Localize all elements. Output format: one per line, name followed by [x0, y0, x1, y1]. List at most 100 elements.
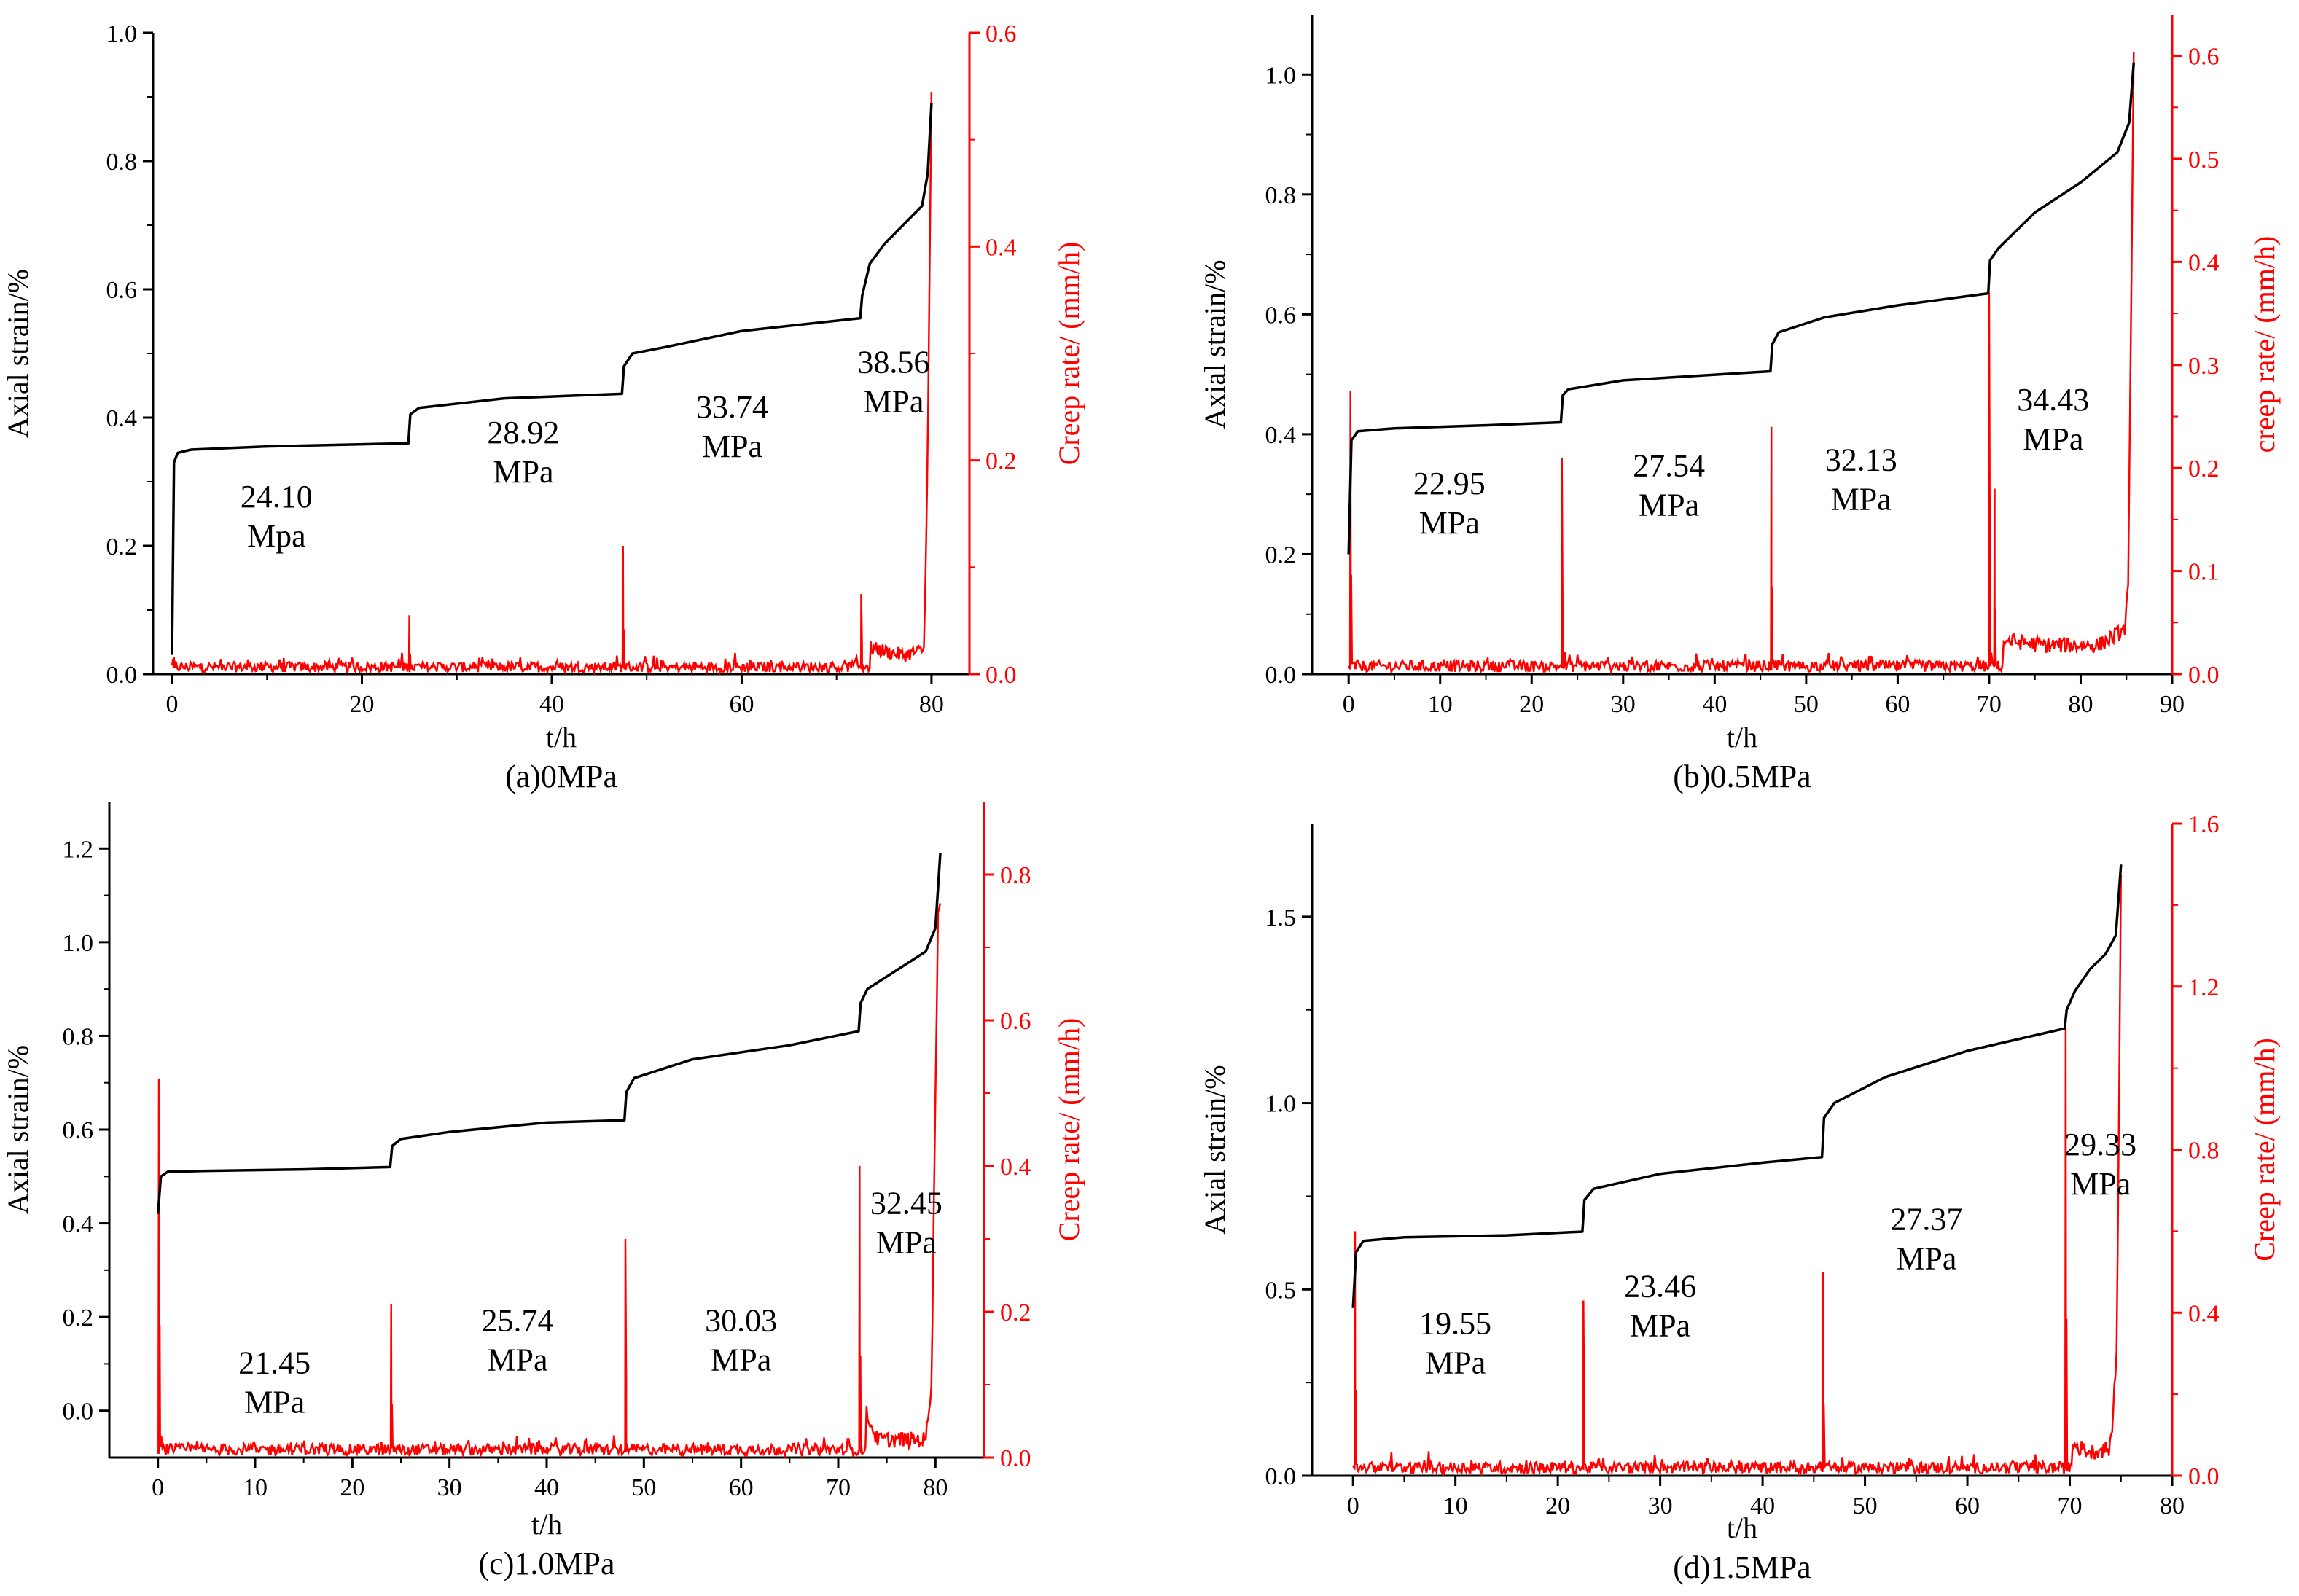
panel-a-y-axis-title: Axial strain/% [1, 269, 34, 438]
panel-c-x-tick-label: 20 [340, 1474, 364, 1501]
panel-c-stress-annotation: MPa [876, 1225, 937, 1261]
panel-a-y-tick-label: 0.2 [106, 533, 138, 560]
panel-c-stress-annotation: 21.45 [238, 1345, 311, 1380]
panel-a-stress-annotation: Mpa [247, 518, 306, 554]
panel-c-stress-annotation: MPa [711, 1342, 771, 1377]
panel-a-y-tick-label: 0.0 [106, 662, 138, 689]
panel-b-y-tick-label: 0.2 [1265, 541, 1297, 568]
panel-d-stress-annotation: 27.37 [1890, 1201, 1962, 1237]
panel-c-y2-tick-label: 0.2 [1000, 1299, 1031, 1326]
panel-b-stress-annotation: MPa [1419, 505, 1480, 541]
panel-a-x-tick-label: 80 [919, 691, 944, 718]
panel-d-x-tick-label: 30 [1648, 1493, 1673, 1519]
panel-a-x-tick-label: 40 [539, 691, 564, 718]
panel-c-y-tick-label: 0.8 [63, 1023, 94, 1050]
panel-b-y-tick-label: 0.6 [1265, 302, 1297, 329]
panel-d-caption: (d)1.5MPa [1673, 1549, 1811, 1585]
panel-a-y-tick-label: 0.4 [106, 405, 138, 432]
panel-c-x-tick-label: 0 [152, 1474, 164, 1501]
panel-d-y-tick-label: 0.5 [1265, 1277, 1297, 1304]
panel-a-creep-rate-line [171, 91, 933, 676]
panel-c-x-tick-label: 80 [923, 1474, 948, 1501]
panel-b-y2-axis-title: creep rate/ (mm/h) [2248, 236, 2281, 453]
panel-b-x-tick-label: 0 [1343, 691, 1355, 718]
panel-d-x-tick-label: 20 [1545, 1493, 1570, 1519]
panel-b-x-axis-title: t/h [1727, 721, 1757, 754]
panel-d: 0 10 20 30 40 50 60 70 800.00.51.01.50.00.40.81.… [1198, 811, 2281, 1585]
panel-a-stress-annotation: 24.10 [241, 479, 313, 515]
panel-d-creep-rate-line [1352, 875, 2123, 1477]
panel-c-x-tick-label: 30 [437, 1474, 462, 1501]
panel-c-y2-tick-label: 0.4 [1000, 1154, 1031, 1181]
panel-c-x-tick-label: 10 [243, 1474, 268, 1501]
panel-c-y2-tick-label: 0.8 [1000, 862, 1031, 889]
panel-c-y-tick-label: 1.2 [63, 836, 94, 863]
panel-c-stress-annotation: MPa [244, 1384, 305, 1420]
panel-a-stress-annotation: MPa [493, 454, 553, 490]
panel-b-y-tick-label: 0.4 [1265, 422, 1297, 449]
panel-d-y2-tick-label: 1.6 [2188, 811, 2220, 838]
panel-b-stress-annotation: 22.95 [1413, 466, 1486, 501]
panel-c-x-tick-label: 70 [826, 1474, 851, 1501]
panel-d-stress-annotation: 19.55 [1419, 1306, 1491, 1342]
panel-c-stress-annotation: 30.03 [705, 1302, 777, 1338]
panel-d-x-tick-label: 80 [2160, 1493, 2185, 1519]
panel-d-stress-annotation: MPa [2070, 1166, 2131, 1202]
panel-c-y2-tick-label: 0.0 [1000, 1445, 1031, 1472]
panel-b-y-axis-title: Axial strain/% [1198, 259, 1231, 429]
panel-d-axial-strain-line [1351, 864, 2123, 1308]
panel-b-creep-rate-line [1348, 52, 2135, 676]
panel-a-stress-annotation: 28.92 [487, 415, 559, 450]
panel-a-axial-strain-line [171, 103, 933, 655]
panel-b-y2-tick-label: 0.4 [2188, 249, 2220, 276]
panel-b-x-tick-label: 20 [1519, 691, 1544, 718]
panel-b-y2-tick-label: 0.1 [2188, 559, 2220, 586]
panel-c-y-tick-label: 0.0 [63, 1399, 94, 1425]
panel-d-x-tick-label: 60 [1955, 1493, 1980, 1519]
panel-a-y2-axis-title: Creep rate/ (mm/h) [1053, 242, 1085, 466]
panel-d-x-axis-title: t/h [1727, 1511, 1757, 1544]
panel-c-axial-strain-line [156, 853, 942, 1214]
panel-d-stress-annotation: 29.33 [2064, 1127, 2136, 1162]
panel-b-x-tick-label: 90 [2160, 691, 2185, 718]
panel-b-y2-tick-label: 0.6 [2188, 44, 2220, 71]
panel-b-stress-annotation: MPa [1831, 481, 1892, 517]
panel-a-stress-annotation: MPa [863, 383, 924, 419]
panel-b-y-tick-label: 0.0 [1265, 662, 1297, 689]
panel-d-x-tick-label: 0 [1347, 1493, 1359, 1519]
panel-c-stress-annotation: 32.45 [870, 1186, 942, 1221]
panel-b-y-tick-label: 1.0 [1265, 62, 1297, 89]
panel-c-stress-annotation: 25.74 [482, 1302, 554, 1338]
panel-c-x-tick-label: 50 [631, 1474, 656, 1501]
panel-d-y2-tick-label: 0.8 [2188, 1138, 2220, 1165]
panel-c-y-tick-label: 0.2 [63, 1304, 94, 1331]
panel-d-y2-tick-label: 0.4 [2188, 1300, 2220, 1327]
panel-c-y-tick-label: 0.4 [63, 1211, 94, 1238]
panel-b-stress-annotation: 32.13 [1825, 442, 1897, 477]
panel-b-x-tick-label: 30 [1611, 691, 1636, 718]
panel-a-stress-annotation: MPa [702, 429, 762, 464]
panel-b-x-tick-label: 70 [1977, 691, 2002, 718]
panel-d-y-tick-label: 1.5 [1265, 904, 1297, 931]
panel-d-x-tick-label: 10 [1443, 1493, 1468, 1519]
panel-c-y-tick-label: 0.6 [63, 1117, 94, 1144]
panel-b-x-tick-label: 60 [1885, 691, 1910, 718]
panel-d-y-axis-title: Axial strain/% [1198, 1065, 1231, 1234]
panel-a-x-tick-label: 0 [166, 691, 179, 718]
panel-b-stress-annotation: MPa [2023, 421, 2083, 457]
panel-a-y-tick-label: 0.6 [106, 277, 138, 304]
panel-a-y2-tick-label: 0.2 [985, 448, 1017, 475]
panel-b-y2-tick-label: 0.0 [2188, 662, 2220, 689]
panel-c-caption: (c)1.0MPa [479, 1546, 615, 1581]
panel-b-x-tick-label: 80 [2068, 691, 2093, 718]
panel-b-x-tick-label: 10 [1428, 691, 1453, 718]
panel-b-y2-tick-label: 0.3 [2188, 353, 2220, 380]
panel-c-x-tick-label: 40 [534, 1474, 559, 1501]
panel-d-x-tick-label: 40 [1750, 1493, 1775, 1519]
panel-a-stress-annotation: 38.56 [857, 344, 929, 380]
panel-b-stress-annotation: 34.43 [2017, 382, 2089, 418]
panel-b-axial-strain-line [1347, 62, 2136, 555]
panel-d-stress-annotation: MPa [1425, 1345, 1486, 1381]
panel-a-y-tick-label: 0.8 [106, 149, 138, 176]
